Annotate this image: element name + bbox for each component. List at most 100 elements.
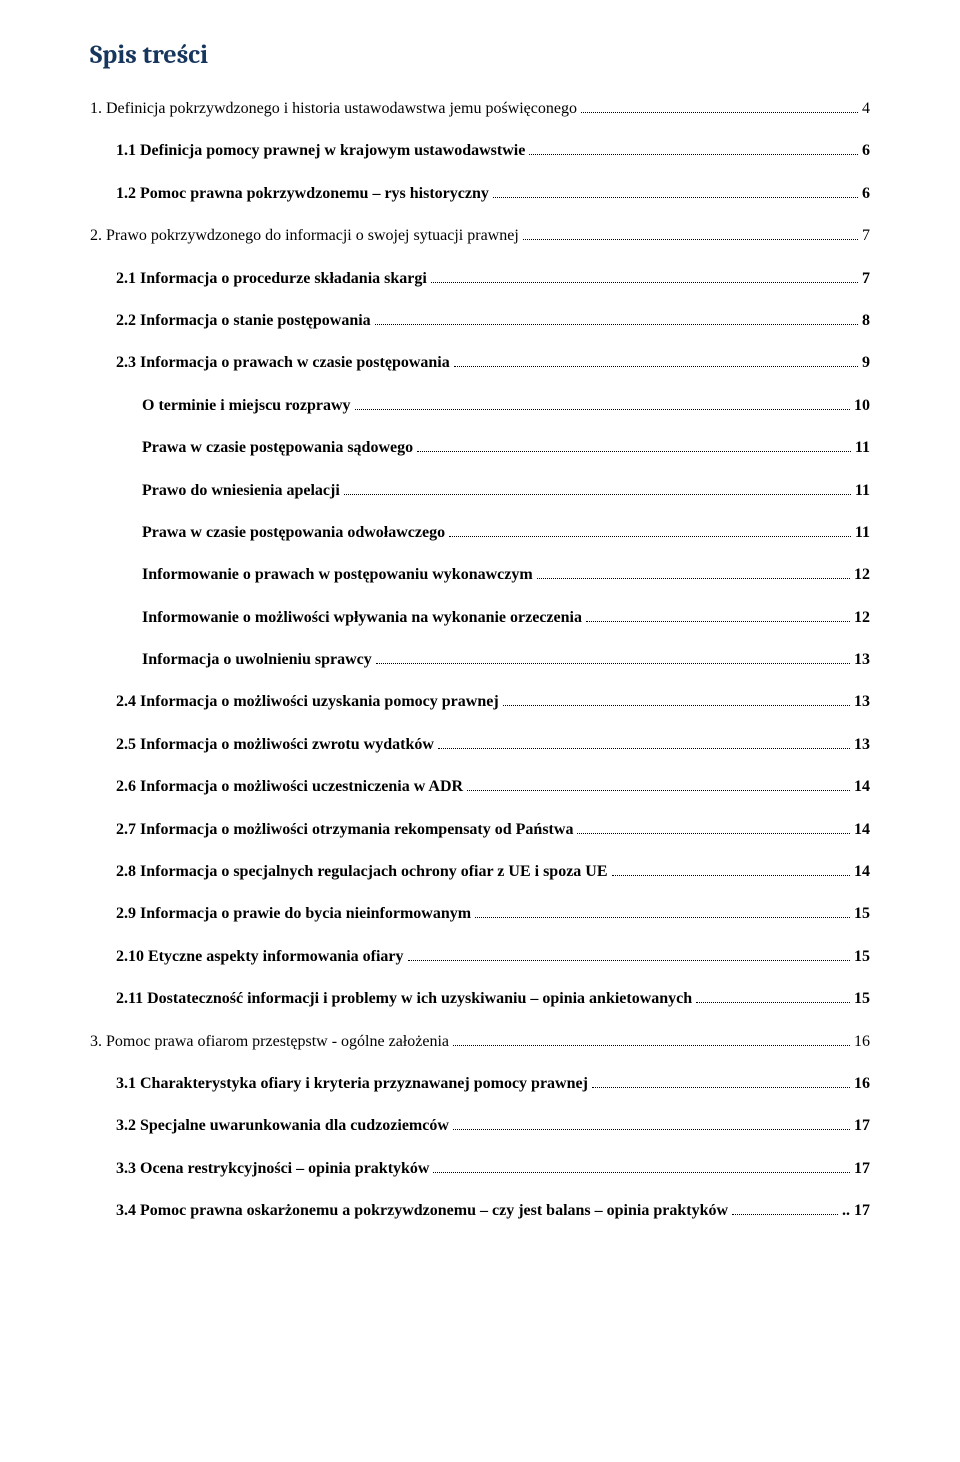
toc-entry-page: 15 <box>854 988 870 1010</box>
toc-dots <box>581 99 858 113</box>
toc-dots <box>612 862 850 876</box>
toc-dots <box>454 354 858 368</box>
toc-entry-page: 7 <box>862 225 870 247</box>
toc-entry-page: 13 <box>854 691 870 713</box>
page-title: Spis treści <box>90 40 870 70</box>
toc-dots <box>433 1159 850 1173</box>
toc-entry-label: 3.3 Ocena restrykcyjności – opinia prakt… <box>116 1158 429 1180</box>
toc-entry-page: 14 <box>854 861 870 883</box>
toc-entry[interactable]: 2. Prawo pokrzywdzonego do informacji o … <box>90 225 870 247</box>
toc-entry[interactable]: 2.4 Informacja o możliwości uzyskania po… <box>90 691 870 713</box>
toc-entry[interactable]: 1.1 Definicja pomocy prawnej w krajowym … <box>90 140 870 162</box>
toc-dots <box>732 1201 838 1215</box>
toc-entry-label: Prawa w czasie postępowania odwoławczego <box>142 522 445 544</box>
toc-entry-label: 3.1 Charakterystyka ofiary i kryteria pr… <box>116 1073 588 1095</box>
toc-entry-page: 8 <box>862 310 870 332</box>
page-container: Spis treści 1. Definicja pokrzywdzonego … <box>0 0 960 1283</box>
toc-entry[interactable]: 2.8 Informacja o specjalnych regulacjach… <box>90 861 870 883</box>
toc-entry[interactable]: 1. Definicja pokrzywdzonego i historia u… <box>90 98 870 120</box>
toc-dots <box>355 396 850 410</box>
toc-entry-page: 15 <box>854 903 870 925</box>
toc-dots <box>449 523 851 537</box>
toc-dots <box>503 693 850 707</box>
toc-entry-label: 3.2 Specjalne uwarunkowania dla cudzozie… <box>116 1115 449 1137</box>
toc-dots <box>696 989 850 1003</box>
toc-entry-label: 1.2 Pomoc prawna pokrzywdzonemu – rys hi… <box>116 183 489 205</box>
toc-entry[interactable]: 2.1 Informacja o procedurze składania sk… <box>90 268 870 290</box>
toc-entry[interactable]: Informowanie o możliwości wpływania na w… <box>90 607 870 629</box>
toc-entry[interactable]: 2.6 Informacja o możliwości uczestniczen… <box>90 776 870 798</box>
toc-entry-label: 1.1 Definicja pomocy prawnej w krajowym … <box>116 140 525 162</box>
toc-dots <box>453 1117 850 1131</box>
toc-entry[interactable]: 1.2 Pomoc prawna pokrzywdzonemu – rys hi… <box>90 183 870 205</box>
toc-entry[interactable]: Prawa w czasie postępowania odwoławczego… <box>90 522 870 544</box>
toc-dots <box>417 438 851 452</box>
toc-entry-page: 14 <box>854 819 870 841</box>
toc-entry[interactable]: 2.7 Informacja o możliwości otrzymania r… <box>90 819 870 841</box>
toc-entry[interactable]: 2.2 Informacja o stanie postępowania 8 <box>90 310 870 332</box>
toc-entry[interactable]: 2.9 Informacja o prawie do bycia nieinfo… <box>90 903 870 925</box>
toc-entry-label: Informowanie o prawach w postępowaniu wy… <box>142 564 533 586</box>
toc-entry-label: 2.1 Informacja o procedurze składania sk… <box>116 268 427 290</box>
toc-entry[interactable]: 3.4 Pomoc prawna oskarżonemu a pokrzywdz… <box>90 1200 870 1222</box>
toc-entry-page: 6 <box>862 140 870 162</box>
toc-dots <box>592 1074 850 1088</box>
toc-entry-label: 2.10 Etyczne aspekty informowania ofiary <box>116 946 404 968</box>
toc-entry-label: 2.3 Informacja o prawach w czasie postęp… <box>116 352 450 374</box>
toc-entry-label: 2.8 Informacja o specjalnych regulacjach… <box>116 861 608 883</box>
toc-entry-page: 6 <box>862 183 870 205</box>
toc-entry-page: 11 <box>855 437 870 459</box>
toc-entry-label: Prawa w czasie postępowania sądowego <box>142 437 413 459</box>
toc-entry-label: 2.11 Dostateczność informacji i problemy… <box>116 988 692 1010</box>
toc-entry-label: 2.5 Informacja o możliwości zwrotu wydat… <box>116 734 434 756</box>
toc-entry[interactable]: 2.3 Informacja o prawach w czasie postęp… <box>90 352 870 374</box>
toc-entry-page: 11 <box>855 522 870 544</box>
toc-entry[interactable]: Informacja o uwolnieniu sprawcy13 <box>90 649 870 671</box>
toc-entry[interactable]: O terminie i miejscu rozprawy10 <box>90 395 870 417</box>
toc-dots <box>376 650 850 664</box>
toc-dots <box>523 226 858 240</box>
toc-entry-label: 2. Prawo pokrzywdzonego do informacji o … <box>90 225 519 247</box>
toc-entry-page: 16 <box>854 1031 870 1053</box>
toc-entry[interactable]: 2.11 Dostateczność informacji i problemy… <box>90 988 870 1010</box>
toc-entry-label: 2.6 Informacja o możliwości uczestniczen… <box>116 776 463 798</box>
toc-entry-label: Informacja o uwolnieniu sprawcy <box>142 649 372 671</box>
toc-entry[interactable]: 3.3 Ocena restrykcyjności – opinia prakt… <box>90 1158 870 1180</box>
toc-dots <box>438 735 850 749</box>
toc-entry-label: 2.9 Informacja o prawie do bycia nieinfo… <box>116 903 471 925</box>
toc-dots <box>577 820 850 834</box>
toc-entry-page: 16 <box>854 1073 870 1095</box>
toc-entry-label: 2.2 Informacja o stanie postępowania <box>116 310 371 332</box>
toc-entry[interactable]: Prawo do wniesienia apelacji 11 <box>90 480 870 502</box>
toc-entry-label: Informowanie o możliwości wpływania na w… <box>142 607 582 629</box>
toc-dots <box>408 947 850 961</box>
toc-entry-page: 12 <box>854 607 870 629</box>
toc-entry[interactable]: 2.5 Informacja o możliwości zwrotu wydat… <box>90 734 870 756</box>
toc-entry-page: 15 <box>854 946 870 968</box>
toc-entry[interactable]: 2.10 Etyczne aspekty informowania ofiary… <box>90 946 870 968</box>
toc-entry-label: 2.7 Informacja o możliwości otrzymania r… <box>116 819 573 841</box>
toc-entry[interactable]: 3.1 Charakterystyka ofiary i kryteria pr… <box>90 1073 870 1095</box>
toc-entry-page: 4 <box>862 98 870 120</box>
toc-entry[interactable]: 3.2 Specjalne uwarunkowania dla cudzozie… <box>90 1115 870 1137</box>
toc-entry-page: 17 <box>854 1158 870 1180</box>
toc-entry-page: .. 17 <box>842 1200 870 1222</box>
toc-dots <box>453 1032 850 1046</box>
toc-entry-label: O terminie i miejscu rozprawy <box>142 395 351 417</box>
toc-dots <box>537 566 850 580</box>
toc-entry-page: 13 <box>854 734 870 756</box>
toc-entry[interactable]: Prawa w czasie postępowania sądowego 11 <box>90 437 870 459</box>
toc-entry-label: 1. Definicja pokrzywdzonego i historia u… <box>90 98 577 120</box>
toc-entry-page: 14 <box>854 776 870 798</box>
toc-entry-label: 3. Pomoc prawa ofiarom przestępstw - ogó… <box>90 1031 449 1053</box>
toc-entry-label: 3.4 Pomoc prawna oskarżonemu a pokrzywdz… <box>116 1200 728 1222</box>
toc-entry-page: 12 <box>854 564 870 586</box>
toc-entry[interactable]: 3. Pomoc prawa ofiarom przestępstw - ogó… <box>90 1031 870 1053</box>
toc-entry-label: Prawo do wniesienia apelacji <box>142 480 340 502</box>
toc-entry-page: 11 <box>855 480 870 502</box>
toc-entry[interactable]: Informowanie o prawach w postępowaniu wy… <box>90 564 870 586</box>
toc-dots <box>375 311 858 325</box>
toc-entry-page: 7 <box>862 268 870 290</box>
toc-dots <box>529 142 858 156</box>
toc-dots <box>493 184 858 198</box>
